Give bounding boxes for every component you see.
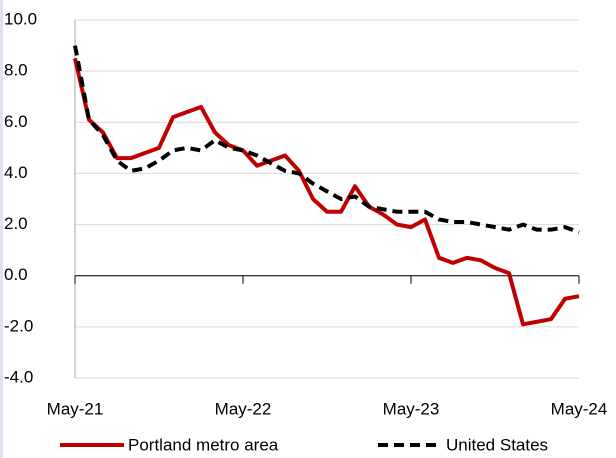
y-tick-label: 10.0 — [4, 9, 37, 28]
series-line — [73, 45, 580, 235]
y-tick-label: 4.0 — [4, 163, 28, 182]
series-line — [73, 57, 580, 327]
left-border — [0, 0, 3, 458]
legend-label: United States — [446, 435, 548, 454]
x-tick-label: May-24 — [551, 399, 608, 418]
x-tick-label: May-21 — [47, 399, 104, 418]
x-tick-label: May-22 — [215, 399, 272, 418]
x-tick-label: May-23 — [383, 399, 440, 418]
y-tick-label: 0.0 — [4, 265, 28, 284]
y-tick-label: 8.0 — [4, 61, 28, 80]
y-tick-label: -2.0 — [4, 316, 33, 335]
y-tick-label: -4.0 — [4, 367, 33, 386]
y-tick-label: 2.0 — [4, 214, 28, 233]
legend-label: Portland metro area — [128, 435, 279, 454]
y-tick-label: 6.0 — [4, 112, 28, 131]
